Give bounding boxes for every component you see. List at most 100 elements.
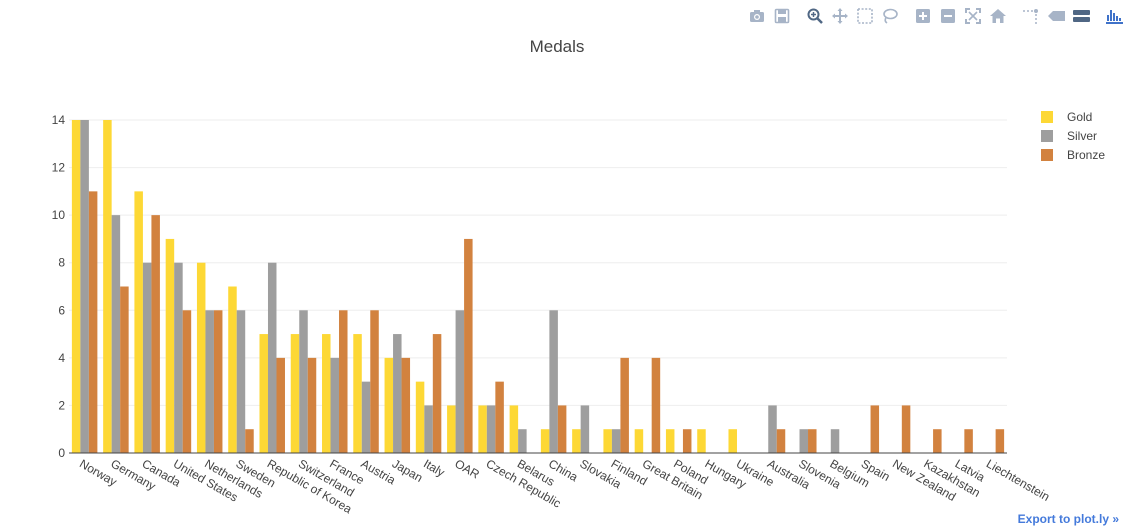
bar-gold[interactable] xyxy=(665,429,675,453)
zoom-icon[interactable] xyxy=(806,7,824,25)
bar-silver[interactable] xyxy=(142,262,152,453)
bar-gold[interactable] xyxy=(384,357,394,453)
legend-item-bronze[interactable]: Bronze xyxy=(1041,148,1105,162)
zoom-out-icon[interactable] xyxy=(939,7,957,25)
bar-gold[interactable] xyxy=(165,238,175,453)
bar-gold[interactable] xyxy=(259,334,268,453)
bar-gold[interactable] xyxy=(509,405,519,453)
legend-label: Bronze xyxy=(1067,148,1105,162)
autoscale-icon[interactable] xyxy=(964,7,982,25)
bar-bronze[interactable] xyxy=(151,215,160,453)
bar-bronze[interactable] xyxy=(464,238,473,453)
bar-silver[interactable] xyxy=(205,310,214,453)
y-tick-labels: 0 2 4 6 8 10 12 14 xyxy=(52,113,66,460)
bar-bronze[interactable] xyxy=(682,429,692,453)
box-select-icon[interactable] xyxy=(856,7,874,25)
bar-gold[interactable] xyxy=(540,429,550,453)
bar-bronze[interactable] xyxy=(933,429,942,453)
modebar xyxy=(748,6,1129,26)
home-icon[interactable] xyxy=(989,7,1007,25)
legend-item-silver[interactable]: Silver xyxy=(1041,129,1097,143)
bar-silver[interactable] xyxy=(580,405,590,453)
bar-gold[interactable] xyxy=(290,334,300,453)
hover-closest-icon[interactable] xyxy=(1047,7,1065,25)
bar-gold[interactable] xyxy=(728,429,737,453)
bar-silver[interactable] xyxy=(111,215,121,453)
bar-bronze[interactable] xyxy=(776,429,786,453)
bar-silver[interactable] xyxy=(518,429,527,453)
x-tick-label: Italy xyxy=(421,456,447,479)
bar-bronze[interactable] xyxy=(432,334,442,453)
bar-gold[interactable] xyxy=(353,334,362,453)
bar-gold[interactable] xyxy=(634,429,644,453)
bar-silver[interactable] xyxy=(549,310,558,453)
zoom-in-icon[interactable] xyxy=(914,7,932,25)
bars xyxy=(71,120,1005,454)
bar-bronze[interactable] xyxy=(245,429,254,453)
bar-silver[interactable] xyxy=(486,405,496,453)
bar-bronze[interactable] xyxy=(370,310,379,453)
bar-silver[interactable] xyxy=(361,381,371,453)
bar-bronze[interactable] xyxy=(620,357,629,453)
bar-bronze[interactable] xyxy=(808,429,817,453)
bar-bronze[interactable] xyxy=(213,310,223,453)
bar-silver[interactable] xyxy=(611,429,621,453)
bar-bronze[interactable] xyxy=(495,381,504,453)
bar-silver[interactable] xyxy=(424,405,433,453)
y-tick-label: 6 xyxy=(58,303,65,317)
bar-silver[interactable] xyxy=(799,429,809,453)
bar-silver[interactable] xyxy=(455,310,465,453)
bar-gold[interactable] xyxy=(447,405,456,453)
bar-silver[interactable] xyxy=(80,120,89,453)
bar-bronze[interactable] xyxy=(401,357,411,453)
bar-gold[interactable] xyxy=(228,286,237,454)
bar-bronze[interactable] xyxy=(870,405,880,453)
bar-bronze[interactable] xyxy=(120,286,129,454)
bar-bronze[interactable] xyxy=(276,357,285,453)
bar-gold[interactable] xyxy=(322,334,331,453)
y-tick-label: 10 xyxy=(52,208,66,222)
bar-gold[interactable] xyxy=(71,120,81,453)
bar-bronze[interactable] xyxy=(307,357,317,453)
save-icon[interactable] xyxy=(773,7,791,25)
bar-bronze[interactable] xyxy=(651,357,661,453)
legend-label: Silver xyxy=(1067,129,1097,143)
bar-silver[interactable] xyxy=(768,405,777,453)
bar-gold[interactable] xyxy=(697,429,706,453)
bar-gold[interactable] xyxy=(134,191,143,454)
plotly-logo-icon[interactable] xyxy=(1105,7,1123,25)
legend-item-gold[interactable]: Gold xyxy=(1041,110,1092,124)
lasso-select-icon[interactable] xyxy=(881,7,899,25)
bar-gold[interactable] xyxy=(103,120,112,453)
export-link[interactable]: Export to plot.ly » xyxy=(1017,512,1119,526)
hover-compare-icon[interactable] xyxy=(1072,7,1090,25)
pan-icon[interactable] xyxy=(831,7,849,25)
bar-silver[interactable] xyxy=(299,310,308,453)
bar-gold[interactable] xyxy=(478,405,487,453)
bar-gold[interactable] xyxy=(415,381,425,453)
camera-icon[interactable] xyxy=(748,7,766,25)
bar-gold[interactable] xyxy=(603,429,612,453)
bar-gold[interactable] xyxy=(196,262,206,453)
bar-bronze[interactable] xyxy=(964,429,973,453)
bar-bronze[interactable] xyxy=(88,191,98,454)
bar-silver[interactable] xyxy=(174,262,183,453)
bar-bronze[interactable] xyxy=(995,429,1005,453)
bar-silver[interactable] xyxy=(330,357,340,453)
bar-silver[interactable] xyxy=(267,262,277,453)
bar-bronze[interactable] xyxy=(557,405,567,453)
bar-bronze[interactable] xyxy=(182,310,192,453)
bar-silver[interactable] xyxy=(393,334,402,453)
y-tick-label: 2 xyxy=(58,398,65,412)
spike-lines-icon[interactable] xyxy=(1022,7,1040,25)
bar-gold[interactable] xyxy=(572,429,581,453)
bar-silver[interactable] xyxy=(830,429,840,453)
x-tick-label: Liechtenstein xyxy=(984,456,1052,503)
bar-silver[interactable] xyxy=(236,310,246,453)
x-tick-label: Japan xyxy=(390,456,425,484)
x-tick-label: OAR xyxy=(452,456,482,481)
bar-bronze[interactable] xyxy=(901,405,911,453)
bar-bronze[interactable] xyxy=(339,310,348,453)
legend[interactable]: Gold Silver Bronze xyxy=(1041,110,1105,162)
